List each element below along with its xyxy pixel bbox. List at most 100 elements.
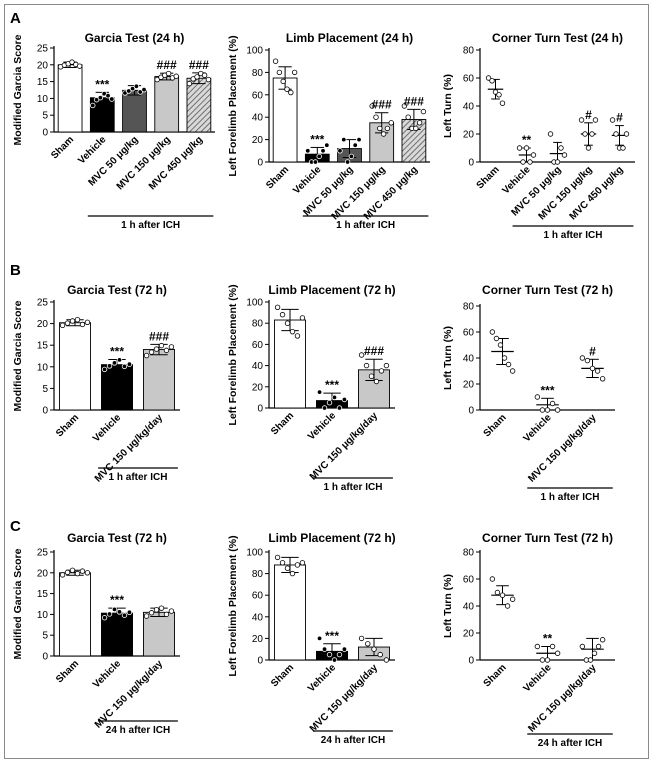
y-tick-label: 0: [42, 652, 48, 663]
data-point: [106, 611, 113, 617]
data-point: [154, 76, 160, 83]
data-point: [356, 136, 362, 143]
data-point: [373, 378, 380, 385]
data-point: [324, 142, 330, 148]
data-point: [186, 80, 193, 87]
data-point: [505, 361, 512, 368]
y-tick-label: 20: [463, 130, 475, 141]
significance-label: #: [589, 344, 596, 358]
data-point: [516, 145, 523, 151]
data-point: [153, 346, 160, 352]
y-tick-label: 80: [463, 46, 475, 57]
chart-garcia-72h-b: Garcia Test (72 h) Modified Garcia Score 0…: [12, 283, 180, 485]
y-tick-label: 15: [37, 341, 49, 352]
y-tick-label: 80: [252, 569, 264, 580]
data-point: [299, 560, 306, 566]
data-point: [97, 95, 104, 101]
data-point: [111, 606, 118, 613]
data-point: [544, 407, 551, 413]
significance-label: ***: [540, 383, 554, 397]
y-tick-label: 25: [37, 298, 49, 309]
chart-corner-turn-72h-c: Corner Turn Test (72 h) Left Turn (%) 0 20 4…: [442, 531, 615, 749]
data-point: [336, 651, 343, 658]
bar: [186, 77, 212, 133]
data-point: [493, 335, 500, 342]
data-point: [168, 608, 175, 614]
data-point: [613, 131, 619, 137]
x-tick-label: Vehicle: [306, 662, 338, 694]
y-tick-label: 40: [252, 113, 264, 124]
y-tick-label: 100: [246, 46, 263, 57]
data-point: [363, 362, 370, 369]
group-note: 24 h after ICH: [321, 735, 385, 746]
data-point: [584, 357, 591, 364]
x-tick-label: Sham: [49, 134, 76, 161]
significance-label: ###: [189, 58, 209, 72]
data-point: [534, 643, 541, 650]
y-tick-label: 0: [257, 158, 263, 169]
chart-title: Corner Turn Test (72 h): [482, 283, 613, 297]
y-tick-label: 100: [246, 298, 263, 309]
data-point: [126, 609, 133, 616]
y-tick-label: 60: [252, 340, 264, 351]
data-point: [401, 103, 408, 109]
x-tick-label: Sham: [269, 410, 296, 437]
chart-title: Limb Placement (72 h): [268, 283, 395, 297]
panel-letter-a: A: [10, 10, 21, 27]
data-point: [358, 635, 365, 642]
chart-limb-placement-24h: Limb Placement (24 h) Left Forelimb Place…: [227, 31, 430, 231]
data-point: [109, 96, 115, 102]
chart-corner-turn-24h: Corner Turn Test (24 h) Left Turn (%) 0 20 4…: [442, 31, 635, 241]
data-point: [561, 152, 568, 158]
data-point: [554, 159, 561, 165]
data-point: [64, 569, 71, 576]
y-tick-label: 10: [37, 94, 49, 105]
group-note: 24 h after ICH: [538, 738, 602, 749]
data-point: [558, 145, 564, 151]
data-point: [509, 596, 516, 602]
group-note: 1 h after ICH: [336, 220, 395, 231]
data-point: [74, 570, 81, 577]
data-point: [205, 76, 212, 83]
data-point: [377, 651, 383, 658]
bar: [101, 612, 133, 657]
data-point: [316, 153, 322, 160]
y-tick-label: 20: [37, 319, 49, 330]
bar: [154, 76, 180, 133]
y-tick-label: 20: [37, 568, 49, 579]
y-tick-label: 80: [463, 548, 475, 559]
data-point: [337, 148, 343, 154]
data-point: [141, 86, 147, 93]
data-point: [121, 363, 128, 370]
significance-label: ***: [110, 344, 124, 358]
data-point: [609, 117, 616, 123]
significance-label: **: [522, 133, 532, 147]
data-point: [321, 405, 328, 411]
x-tick-label: Vehicle: [291, 164, 323, 196]
chart-title: Garcia Test (72 h): [67, 531, 167, 545]
chart-garcia-72h-c: Garcia Test (72 h) Modified Garcia Score 0…: [12, 531, 180, 736]
significance-label: ***: [95, 77, 109, 91]
data-point: [284, 565, 291, 571]
chart-limb-placement-72h-b: Limb Placement (72 h) Left Forelimb Place…: [227, 283, 396, 493]
data-point: [489, 78, 495, 84]
y-tick-label: 20: [252, 135, 264, 146]
data-point: [539, 657, 546, 663]
y-tick-label: 15: [37, 77, 49, 88]
data-point: [368, 373, 375, 379]
x-tick-label: Sham: [264, 164, 291, 191]
y-tick-label: 80: [252, 319, 264, 330]
data-point: [294, 562, 301, 568]
significance-label: #: [585, 108, 592, 122]
data-point: [413, 125, 419, 132]
x-tick-label: Vehicle: [521, 412, 553, 444]
data-point: [369, 103, 375, 109]
data-point: [501, 355, 508, 361]
y-tick-label: 0: [468, 406, 474, 417]
bar: [274, 564, 306, 661]
x-tick-label: Vehicle: [76, 134, 108, 166]
data-point: [496, 92, 502, 98]
y-tick-label: 40: [252, 612, 264, 623]
y-tick-label: 15: [37, 589, 49, 600]
panel-letter-c: C: [10, 518, 21, 535]
